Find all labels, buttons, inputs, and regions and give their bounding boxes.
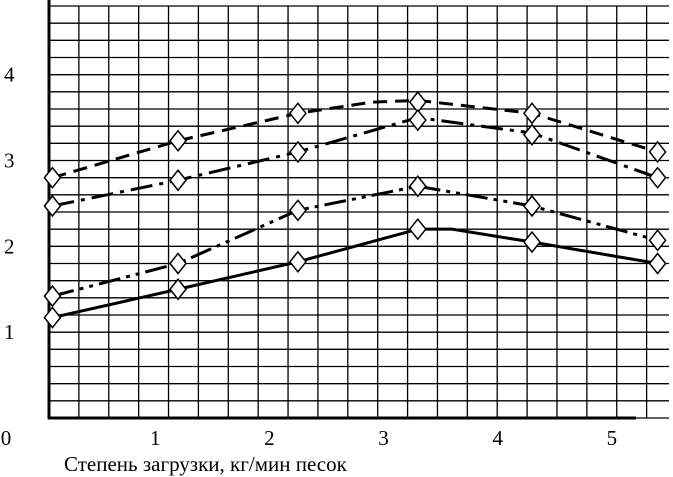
data-point-marker — [43, 194, 62, 218]
series-layer — [43, 90, 667, 329]
data-point-marker — [648, 252, 667, 275]
data-point-marker — [523, 102, 541, 125]
y-tick-label: 1 — [4, 320, 15, 344]
grid — [47, 0, 669, 420]
x-tick-label: 4 — [492, 426, 503, 450]
x-tick-label: 3 — [378, 426, 389, 450]
data-point-marker — [648, 140, 667, 164]
data-point-marker — [43, 306, 62, 329]
y-tick-label: 3 — [4, 149, 15, 173]
x-tick-label: 2 — [264, 426, 275, 450]
data-point-marker — [648, 229, 667, 252]
data-point-marker — [169, 252, 187, 275]
data-point-marker — [648, 166, 667, 189]
tick-layer: 0 1 2 3 4 5 1 2 3 4 — [1, 63, 617, 450]
data-point-marker — [43, 284, 62, 308]
data-point-marker — [169, 278, 187, 301]
x-tick-label: 1 — [150, 426, 161, 450]
data-point-marker — [408, 217, 427, 241]
y-tick-label: 4 — [4, 63, 15, 87]
data-point-marker — [408, 175, 427, 198]
data-point-marker — [288, 199, 307, 222]
series-solid — [43, 217, 667, 329]
data-point-marker — [408, 108, 427, 132]
x-tick-label: 0 — [1, 426, 12, 450]
data-point-marker — [43, 166, 62, 189]
data-point-marker — [288, 250, 307, 273]
series-dash-dot — [43, 108, 667, 218]
series-line — [52, 184, 658, 298]
series-dashed — [43, 90, 667, 189]
series-dash-dot-dot — [43, 175, 667, 308]
y-tick-label: 2 — [4, 234, 15, 258]
data-point-marker — [523, 123, 541, 146]
data-point-marker — [288, 140, 307, 164]
x-tick-label: 5 — [607, 426, 618, 450]
x-axis-label: Степень загрузки, кг/мин песок — [64, 452, 348, 476]
data-point-marker — [169, 129, 187, 152]
data-point-marker — [523, 194, 541, 218]
data-point-marker — [169, 169, 187, 192]
data-point-marker — [288, 102, 307, 125]
data-point-marker — [523, 230, 541, 254]
